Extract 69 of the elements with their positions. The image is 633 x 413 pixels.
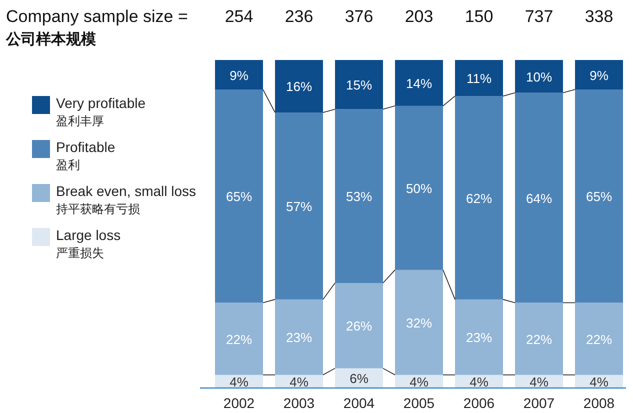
bar — [275, 60, 323, 112]
bar — [335, 60, 383, 110]
x-tick-label: 2008 — [583, 395, 615, 411]
bar — [215, 60, 263, 90]
legend-label: Large loss 严重损失 — [56, 227, 121, 260]
bar — [515, 60, 563, 93]
bar — [455, 299, 503, 375]
data-label: 15% — [346, 78, 372, 93]
text: 737 — [524, 7, 554, 26]
data-label: 53% — [346, 189, 372, 204]
x-tick-label: 2004 — [343, 395, 375, 411]
text: 338 — [584, 7, 614, 26]
bar — [395, 270, 443, 375]
bar — [455, 96, 503, 300]
data-label: 4% — [530, 374, 549, 390]
x-tick-label: 2007 — [523, 395, 555, 411]
data-label: 4% — [470, 374, 489, 390]
data-label: 22% — [226, 332, 252, 347]
legend-label: Break even, small loss 持平获略有亏损 — [56, 183, 196, 216]
data-label: 16% — [286, 79, 312, 94]
data-label: 26% — [346, 318, 372, 334]
text: 376 — [344, 7, 374, 26]
x-tick-label: 2006 — [463, 395, 495, 411]
data-label: 22% — [586, 332, 612, 347]
data-label: 64% — [526, 190, 552, 206]
data-label: 9% — [230, 68, 249, 83]
data-label: 62% — [466, 190, 492, 206]
data-label: 9% — [590, 68, 609, 83]
data-label: 4% — [410, 374, 429, 390]
data-label: 4% — [290, 374, 309, 390]
data-label: 65% — [226, 189, 252, 204]
data-label: 6% — [350, 371, 369, 386]
bar — [515, 92, 563, 303]
data-label: 32% — [406, 315, 432, 330]
data-label: 23% — [286, 330, 312, 346]
x-tick-label: 2003 — [283, 395, 315, 411]
bar — [455, 60, 503, 96]
x-tick-label: 2002 — [223, 395, 255, 411]
x-tick-label: 2005 — [403, 395, 435, 411]
legend-label: Very profitable 盈利丰厚 — [56, 95, 146, 128]
text: 254 — [224, 7, 254, 26]
data-label: 22% — [526, 332, 552, 347]
bar — [515, 302, 563, 375]
bar — [395, 106, 443, 270]
data-label: 23% — [466, 330, 492, 346]
legend-label: Profitable 盈利 — [56, 139, 116, 172]
text: 203 — [404, 7, 434, 26]
bar — [215, 302, 263, 375]
data-label: 65% — [586, 189, 612, 204]
data-label: 57% — [286, 198, 312, 214]
data-label: 10% — [526, 69, 552, 84]
text: 150 — [464, 7, 494, 26]
data-label: 11% — [466, 71, 492, 86]
data-label: 4% — [590, 374, 609, 390]
data-label: 4% — [230, 374, 249, 390]
text: 公司样本规模 — [5, 31, 97, 48]
bar — [575, 60, 623, 90]
bar — [275, 112, 323, 300]
data-label: 50% — [406, 180, 432, 196]
bar — [335, 283, 383, 368]
bar — [575, 302, 623, 375]
bar — [215, 90, 263, 303]
text: 236 — [284, 7, 314, 26]
bar — [335, 109, 383, 284]
bar — [575, 90, 623, 303]
data-label: 14% — [406, 76, 432, 91]
text: Company sample size = — [6, 7, 188, 26]
bar — [395, 60, 443, 106]
bar — [275, 299, 323, 375]
